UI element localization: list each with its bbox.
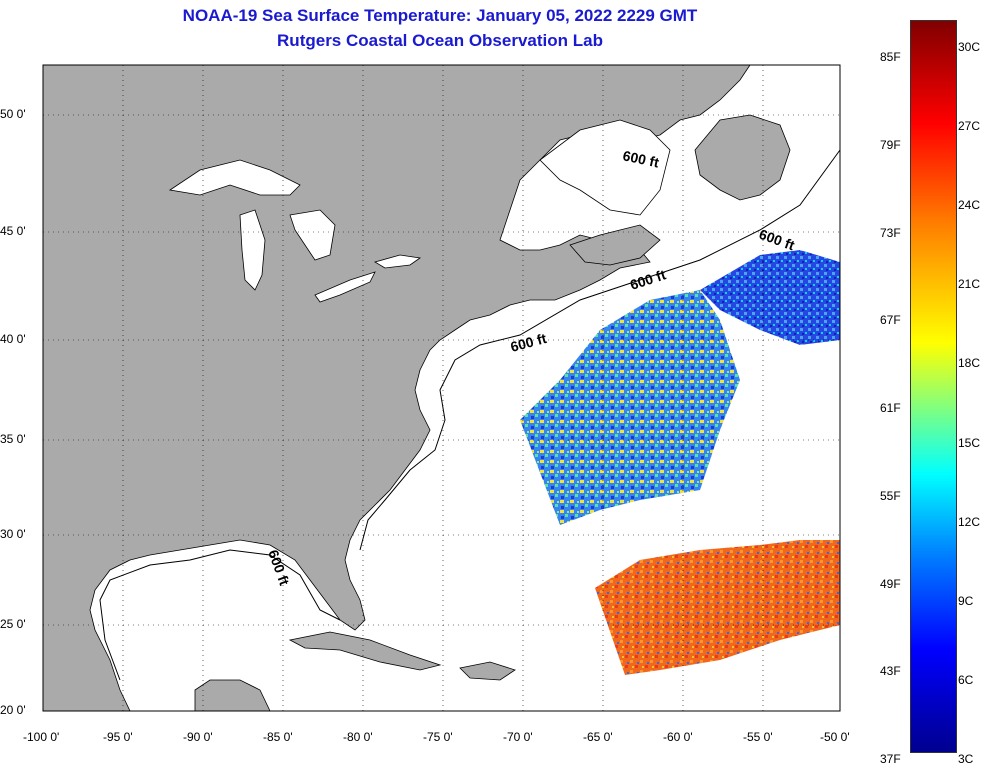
sst-swath-south — [595, 540, 840, 675]
colorbar-fahrenheit-label: 79F — [880, 137, 901, 152]
sst-swath-north — [700, 250, 840, 345]
colorbar-fahrenheit-label: 37F — [880, 752, 901, 766]
lat-tick-label: 40 0' — [0, 332, 26, 346]
lat-tick-label: 25 0' — [0, 617, 26, 631]
temperature-colorbar — [910, 20, 957, 753]
lake-michigan — [239, 209, 266, 291]
lon-tick-label: -75 0' — [423, 730, 453, 744]
lake-huron — [289, 209, 336, 261]
colorbar-fahrenheit-label: 61F — [880, 401, 901, 415]
hispaniola-land — [459, 661, 516, 681]
newfoundland-land — [694, 114, 791, 201]
colorbar-celsius-label: 30C — [958, 40, 981, 54]
colorbar-celsius-label: 9C — [958, 593, 974, 608]
lon-tick-label: -60 0' — [663, 730, 693, 744]
lake-superior — [168, 159, 301, 196]
lat-tick-label: 50 0' — [0, 107, 26, 121]
lat-tick-label: 45 0' — [0, 224, 26, 238]
map-title: NOAA-19 Sea Surface Temperature: January… — [182, 6, 698, 25]
lon-tick-label: -85 0' — [263, 730, 293, 744]
colorbar-celsius-label: 15C — [958, 435, 981, 450]
lon-tick-label: -100 0' — [23, 730, 60, 744]
colorbar-celsius-label: 24C — [958, 198, 981, 213]
contour-label: 600 ft — [621, 147, 660, 170]
contour-600ft-east — [359, 149, 841, 551]
colorbar-celsius-label: 18C — [958, 356, 981, 371]
lat-tick-label: 35 0' — [0, 432, 26, 446]
lon-tick-label: -90 0' — [183, 730, 213, 744]
colorbar-fahrenheit-label: 49F — [880, 576, 901, 591]
colorbar-celsius-label: 27C — [958, 119, 981, 134]
map-frame — [42, 64, 841, 712]
lat-tick-label: 30 0' — [0, 527, 26, 541]
lon-tick-label: -65 0' — [583, 730, 613, 744]
map-subtitle: Rutgers Coastal Ocean Observation Lab — [277, 31, 603, 50]
lon-tick-label: -80 0' — [343, 730, 373, 744]
colorbar-fahrenheit-label: 67F — [880, 313, 901, 328]
contour-600ft-gulf — [99, 549, 341, 681]
cuba-land — [288, 631, 442, 671]
sst-swath-mid — [520, 290, 740, 525]
lon-tick-label: -55 0' — [743, 730, 773, 744]
colorbar-celsius-label: 12C — [958, 514, 981, 529]
lon-tick-label: -95 0' — [103, 730, 133, 744]
lon-tick-label: -50 0' — [820, 730, 850, 744]
st-lawrence-gulf — [539, 119, 671, 216]
colorbar-celsius-label: 3C — [958, 752, 974, 766]
colorbar-fahrenheit-label: 43F — [880, 664, 901, 679]
north-america-land — [42, 64, 751, 712]
colorbar-celsius-label: 6C — [958, 672, 974, 687]
lon-tick-label: -70 0' — [503, 730, 533, 744]
lat-tick-label: 20 0' — [0, 703, 26, 717]
colorbar-celsius-label: 21C — [958, 277, 981, 292]
colorbar-fahrenheit-label: 85F — [880, 50, 901, 64]
lake-erie — [314, 271, 376, 303]
lake-ontario — [373, 254, 422, 269]
colorbar-fahrenheit-label: 73F — [880, 225, 901, 240]
nova-scotia-land — [569, 224, 661, 266]
colorbar-fahrenheit-label: 55F — [880, 488, 901, 503]
